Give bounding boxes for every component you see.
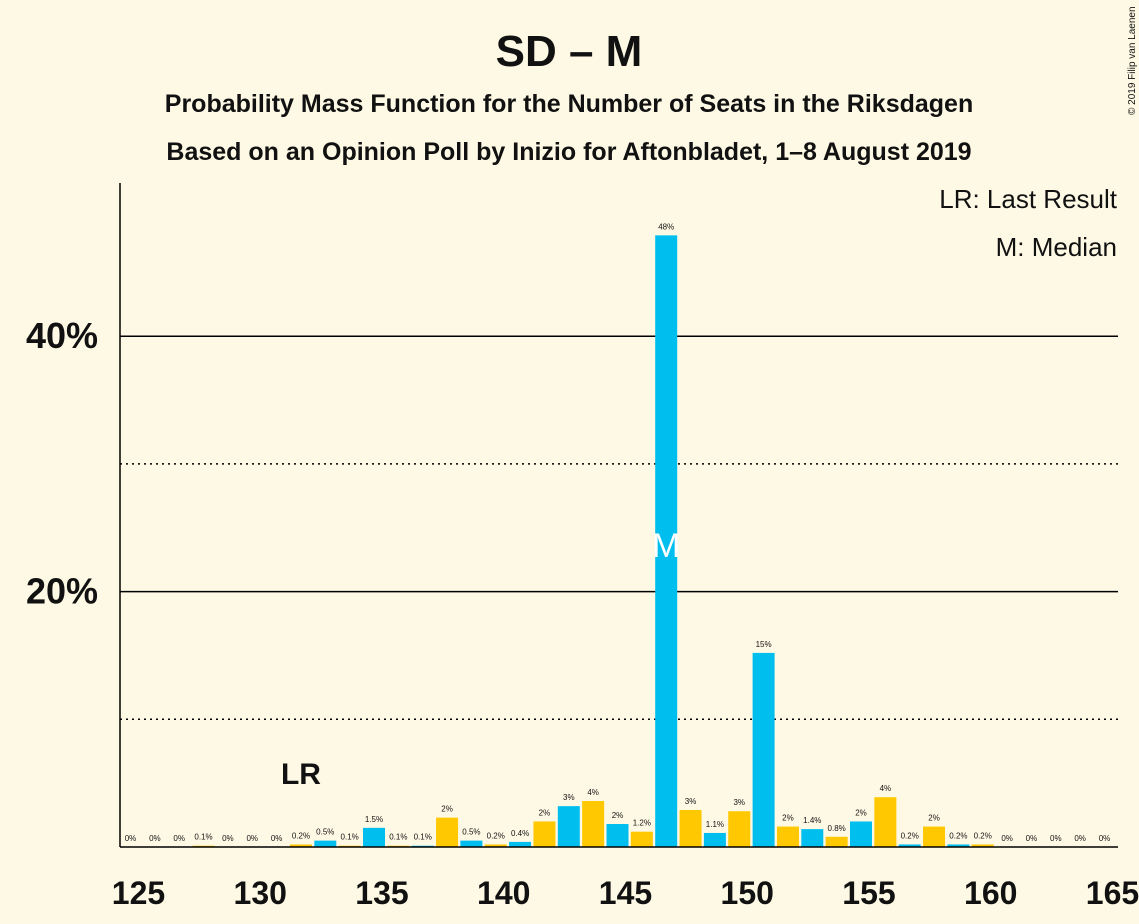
bar [923,826,946,847]
bar [582,801,605,847]
bar [825,836,848,847]
y-tick-label: 40% [26,315,98,356]
value-label: 0% [246,834,258,843]
x-tick-label: 145 [599,875,652,911]
value-label: 2% [782,814,794,823]
value-label: 1.1% [706,820,724,829]
legend-entry: LR: Last Result [939,184,1118,214]
bar [484,844,507,847]
value-label: 0.4% [511,829,529,838]
value-label: 0.2% [292,831,310,840]
bar [898,844,921,847]
bar [776,826,799,847]
copyright: © 2019 Filip van Laenen [1127,6,1138,115]
bar [947,844,970,847]
bar [363,827,385,847]
bar [630,831,653,847]
x-tick-label: 140 [477,875,530,911]
last-result-label: LR [281,758,321,791]
value-label: 3% [563,793,575,802]
value-label: 0.1% [194,833,212,842]
x-tick-label: 125 [112,875,165,911]
value-label: 0% [173,834,185,843]
value-label: 0.2% [949,831,967,840]
value-label: 0% [149,834,161,843]
value-label: 0.5% [462,828,480,837]
median-label: M [652,527,680,565]
bar [509,841,532,847]
value-label: 2% [441,805,453,814]
x-tick-label: 155 [842,875,895,911]
value-label: 0% [271,834,283,843]
value-label: 0% [1050,834,1062,843]
value-label: 0.2% [974,831,992,840]
value-label: 0.1% [414,833,432,842]
value-label: 1.5% [365,815,383,824]
value-label: 2% [855,808,867,817]
bar [679,809,702,847]
bar [533,821,556,847]
x-tick-label: 135 [355,875,408,911]
value-label: 0.1% [389,833,407,842]
x-tick-label: 160 [964,875,1017,911]
bar [752,652,775,847]
value-label: 0.5% [316,828,334,837]
value-label: 3% [685,797,697,806]
subtitle: Based on an Opinion Poll by Inizio for A… [166,138,971,166]
value-label: 0% [222,834,234,843]
bar [436,817,459,847]
bar [971,844,994,847]
value-label: 0.2% [901,831,919,840]
subtitle: Probability Mass Function for the Number… [165,90,973,118]
value-label: 0% [1026,834,1038,843]
value-label: 0% [125,834,137,843]
value-label: 0% [1099,834,1111,843]
value-label: 2% [612,811,624,820]
value-label: 15% [756,640,772,649]
x-tick-label: 165 [1086,875,1139,911]
value-label: 0% [1001,834,1013,843]
bar [460,840,483,847]
value-label: 3% [733,798,745,807]
value-label: 48% [658,222,674,231]
value-label: 0.8% [828,824,846,833]
bar [289,844,312,847]
value-label: 4% [880,784,892,793]
value-label: 4% [587,788,599,797]
value-label: 0.2% [487,831,505,840]
x-tick-label: 150 [721,875,774,911]
value-label: 2% [928,814,940,823]
chart-title: SD – M [496,27,643,76]
value-label: 0% [1074,834,1086,843]
bar [801,829,824,847]
y-tick-label: 20% [26,571,98,612]
bar [728,811,751,847]
value-label: 2% [539,808,551,817]
bar [850,821,872,847]
value-label: 1.2% [633,819,651,828]
bar [606,824,629,847]
bar [874,797,897,847]
value-label: 1.4% [803,816,821,825]
x-tick-label: 130 [234,875,287,911]
value-label: 0.1% [341,833,359,842]
bar [557,806,580,847]
legend-entry: M: Median [996,232,1117,262]
bar [655,235,678,847]
bar [314,840,337,847]
bar [703,832,726,847]
